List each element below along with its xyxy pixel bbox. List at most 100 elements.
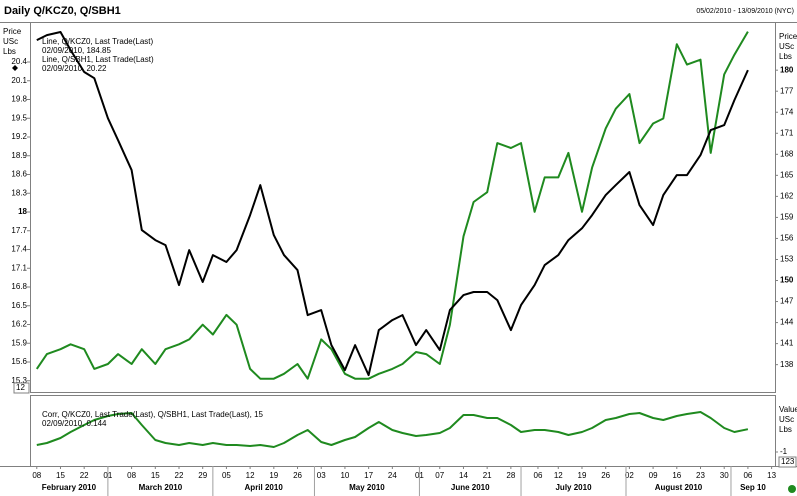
x-tick-label: 22	[175, 471, 184, 480]
y2-tick-label: 138	[780, 360, 794, 369]
x-tick-label: 22	[80, 471, 89, 480]
y2-tick-label: 165	[780, 170, 794, 179]
x-tick-label: 13	[767, 471, 776, 480]
month-label: July 2010	[555, 483, 592, 492]
pane-badge-label: 12	[16, 383, 25, 392]
y2-axis-label: Value	[779, 405, 797, 414]
y2-axis-label: Lbs	[779, 52, 792, 61]
series-line	[35, 31, 749, 380]
x-tick-label: 06	[743, 471, 752, 480]
x-tick-label: 02	[625, 471, 634, 480]
y-tick-label: 17.1	[11, 263, 27, 272]
x-tick-label: 19	[578, 471, 587, 480]
y-tick-label: 18	[18, 207, 27, 216]
y2-axis-label: USc	[779, 415, 794, 424]
y-tick-label: 15.9	[11, 338, 27, 347]
y-tick-label: 19.5	[11, 113, 27, 122]
series-line	[36, 31, 749, 377]
y2-tick-label: 156	[780, 234, 794, 243]
y2-tick-label: 177	[780, 86, 794, 95]
y-axis-label: Price	[3, 27, 22, 36]
y2-tick-label: 150	[780, 276, 794, 285]
x-tick-label: 28	[506, 471, 515, 480]
y2-axis-label: USc	[779, 42, 794, 51]
y-tick-label: 15.3	[11, 376, 27, 385]
y-tick-label: 19.2	[11, 132, 27, 141]
y2-tick-label: 141	[780, 339, 794, 348]
x-tick-label: 21	[483, 471, 492, 480]
y-tick-label: 17.7	[11, 226, 27, 235]
pane-badge	[13, 382, 30, 394]
y2-tick-label: 171	[780, 128, 794, 137]
month-label: August 2010	[655, 483, 703, 492]
y-tick-label: 16.5	[11, 301, 27, 310]
y-tick-label: 18.9	[11, 151, 27, 160]
month-label: March 2010	[139, 483, 183, 492]
y2-tick-label: 144	[780, 318, 794, 327]
x-tick-label: 06	[534, 471, 543, 480]
legend-last: 02/09/2010, 184.85	[42, 46, 112, 55]
x-tick-label: 12	[554, 471, 563, 480]
x-tick-label: 26	[293, 471, 302, 480]
x-tick-label: 09	[649, 471, 658, 480]
y2-tick-label: 180	[780, 65, 794, 74]
y-tick-label: 20.4	[11, 57, 27, 66]
y-tick-label: 18.3	[11, 188, 27, 197]
x-tick-label: 17	[364, 471, 373, 480]
y2-tick-label: 153	[780, 255, 794, 264]
y-axis-label: USc	[3, 37, 18, 46]
x-tick-label: 16	[672, 471, 681, 480]
month-label: April 2010	[245, 483, 284, 492]
legend-last: 02/09/2010, 0.144	[42, 419, 107, 428]
series-line	[36, 411, 749, 448]
x-tick-label: 14	[459, 471, 468, 480]
y-tick-label: 15.6	[11, 357, 27, 366]
y2-tick-label: -1	[780, 447, 788, 456]
x-tick-label: 29	[198, 471, 207, 480]
month-label: February 2010	[42, 483, 97, 492]
x-tick-label: 10	[340, 471, 349, 480]
y2-tick-label: 174	[780, 107, 794, 116]
y-tick-label: 19.8	[11, 95, 27, 104]
y-tick-label: 16.8	[11, 282, 27, 291]
x-tick-label: 07	[435, 471, 444, 480]
x-tick-label: 08	[127, 471, 136, 480]
y2-tick-label: 147	[780, 297, 794, 306]
pane-badge	[778, 456, 797, 468]
x-tick-label: 15	[151, 471, 160, 480]
y-axis-label: Lbs	[3, 47, 16, 56]
y-tick-label: 18.6	[11, 170, 27, 179]
month-label: May 2010	[349, 483, 385, 492]
x-tick-label: 24	[388, 471, 397, 480]
legend-entry: Corr, Q/KCZ0, Last Trade(Last), Q/SBH1, …	[42, 410, 264, 419]
y2-tick-label: 168	[780, 149, 794, 158]
pane-badge-label: 123	[781, 457, 795, 466]
x-tick-label: 08	[32, 471, 41, 480]
y2-axis-label: Lbs	[779, 425, 792, 434]
x-tick-label: 26	[601, 471, 610, 480]
y-tick-label: 20.1	[11, 76, 27, 85]
x-tick-label: 19	[269, 471, 278, 480]
x-tick-label: 23	[696, 471, 705, 480]
y2-tick-label: 162	[780, 191, 794, 200]
status-dot	[788, 485, 796, 493]
chart-title: Daily Q/KCZ0, Q/SBH1	[4, 5, 121, 17]
y-tick-label: 17.4	[11, 245, 27, 254]
x-tick-label: 30	[720, 471, 729, 480]
month-label: Sep 10	[740, 483, 766, 492]
chart-subtitle: 05/02/2010 - 13/09/2010 (NYC)	[696, 8, 794, 15]
x-tick-label: 15	[56, 471, 65, 480]
legend-entry: Line, Q/KCZ0, Last Trade(Last)	[42, 37, 153, 46]
x-tick-label: 12	[246, 471, 255, 480]
plot-layer: 15.3 15.6 15.9 16.2 16.5 16.8 17.1 17.4 17.7 18 18…	[3, 27, 797, 496]
legend-last: 02/09/2010, 20.22	[42, 64, 107, 73]
y2-tick-label: 159	[780, 213, 794, 222]
legend-marker	[12, 65, 18, 71]
y-tick-label: 16.2	[11, 320, 27, 329]
y2-axis-label: Price	[779, 32, 797, 41]
legend-entry: Line, Q/SBH1, Last Trade(Last)	[42, 55, 154, 64]
x-tick-label: 05	[222, 471, 231, 480]
x-tick-label: 03	[317, 471, 326, 480]
